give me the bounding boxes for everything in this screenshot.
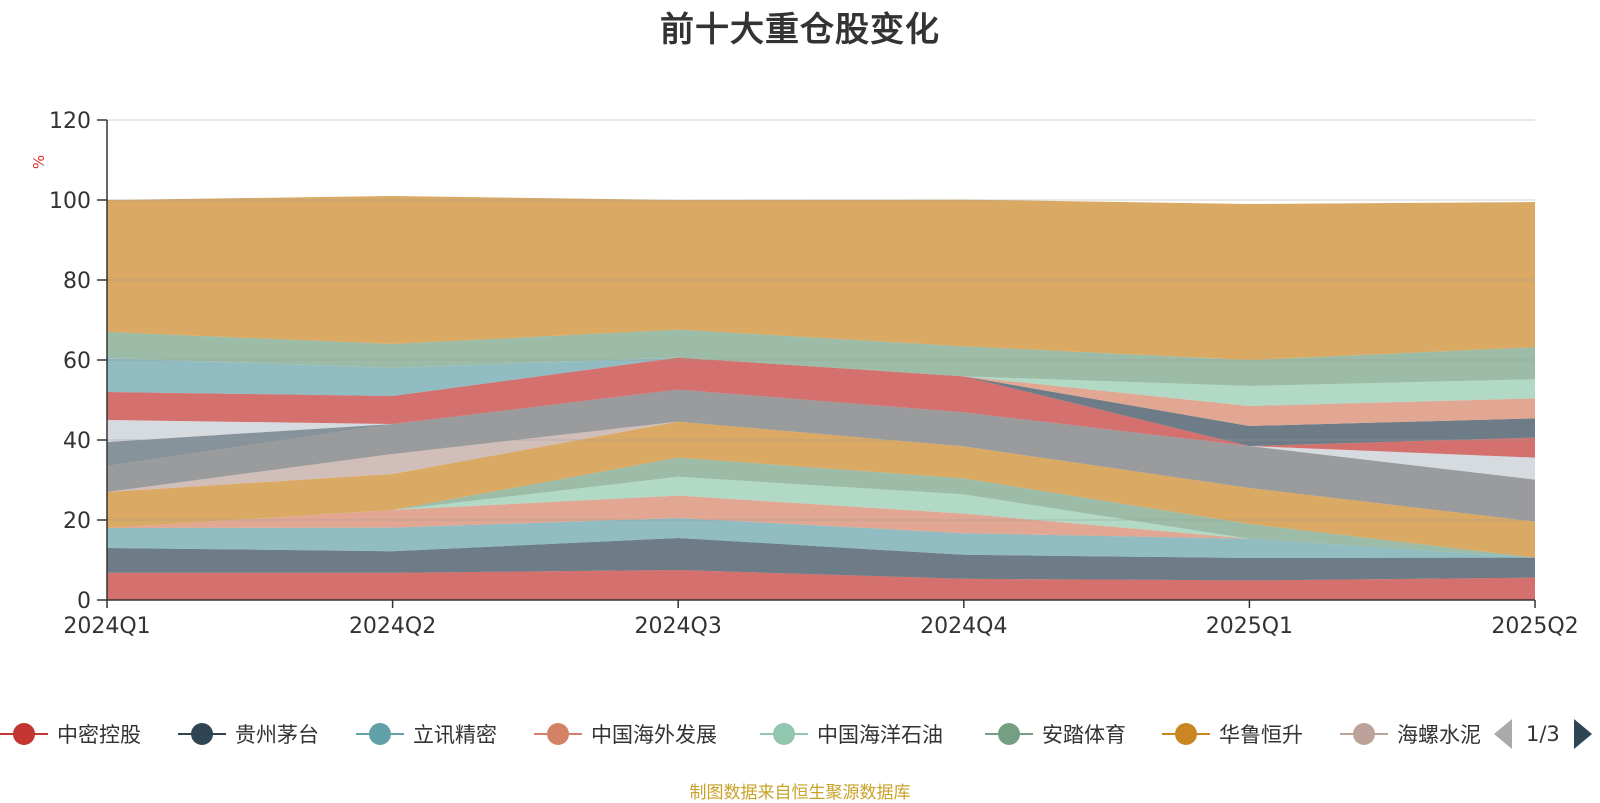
legend-marker-icon — [356, 712, 404, 756]
legend-item[interactable]: 贵州茅台 — [178, 712, 319, 756]
legend-marker-icon — [0, 712, 48, 756]
legend-item[interactable]: 立讯精密 — [356, 712, 497, 756]
x-tick-label: 2024Q4 — [920, 614, 1007, 639]
legend-label: 中国海外发展 — [591, 723, 717, 747]
area-series-1[interactable] — [107, 538, 1535, 581]
x-tick-label: 2024Q1 — [63, 614, 150, 639]
y-tick-label: 60 — [63, 349, 91, 374]
y-tick-label: 20 — [63, 509, 91, 534]
area-series-11[interactable] — [107, 357, 1535, 458]
legend-item[interactable]: 中国海洋石油 — [760, 712, 943, 756]
legend-label: 立讯精密 — [413, 723, 497, 747]
y-tick-label: 0 — [77, 589, 91, 614]
y-tick-label: 120 — [49, 109, 91, 134]
legend-item[interactable]: 海螺水泥 — [1340, 712, 1481, 756]
area-series-7[interactable] — [107, 421, 1535, 522]
legend-label: 安踏体育 — [1042, 723, 1126, 747]
legend-marker-icon — [985, 712, 1033, 756]
legend-label: 贵州茅台 — [235, 723, 319, 747]
y-tick-label: 100 — [49, 189, 91, 214]
legend-marker-icon — [760, 712, 808, 756]
triangle-right-icon[interactable] — [1573, 719, 1592, 749]
area-series-14[interactable] — [107, 357, 1535, 426]
y-axis-label: % — [30, 155, 48, 169]
area-series-2[interactable] — [107, 518, 1535, 558]
area-series-13[interactable] — [107, 357, 1535, 446]
legend-page-indicator: 1/3 — [1526, 722, 1560, 746]
area-series-0[interactable] — [107, 570, 1535, 600]
legend: 中密控股 贵州茅台 立讯精密 中国海外发展 中国海洋石油 安踏体育 华鲁恒升 海螺水泥 1/3 — [0, 712, 1600, 756]
area-series-17[interactable] — [107, 196, 1535, 360]
legend-items: 中密控股 贵州茅台 立讯精密 中国海外发展 中国海洋石油 安踏体育 华鲁恒升 海螺水泥 — [0, 712, 1482, 756]
legend-marker-icon — [1162, 712, 1210, 756]
y-tick-label: 80 — [63, 269, 91, 294]
legend-item[interactable]: 中密控股 — [0, 712, 141, 756]
legend-label: 海螺水泥 — [1397, 723, 1481, 747]
chart-title: 前十大重仓股变化 — [660, 10, 940, 50]
legend-pager: 1/3 — [1494, 712, 1592, 756]
x-tick-label: 2025Q2 — [1491, 614, 1578, 639]
triangle-left-icon[interactable] — [1494, 719, 1512, 749]
area-series-6[interactable] — [107, 421, 1535, 558]
legend-item[interactable]: 安踏体育 — [985, 712, 1126, 756]
legend-label: 中密控股 — [57, 723, 141, 747]
x-tick-label: 2024Q2 — [349, 614, 436, 639]
x-tick-label: 2024Q3 — [635, 614, 722, 639]
area-series-8[interactable] — [107, 389, 1535, 522]
grid-layer — [107, 119, 1535, 521]
area-series-12[interactable] — [107, 357, 1535, 446]
legend-label: 华鲁恒升 — [1219, 723, 1303, 747]
areas-layer — [107, 196, 1535, 600]
x-tick-label: 2025Q1 — [1206, 614, 1293, 639]
legend-label: 中国海洋石油 — [817, 723, 943, 747]
legend-marker-icon — [178, 712, 226, 756]
area-series-3[interactable] — [107, 495, 1535, 558]
legend-item[interactable]: 中国海外发展 — [534, 712, 717, 756]
axes-layer: 0 20 40 60 80 100 120 2024Q1 2024Q2 2024Q3 2024Q4 2… — [30, 109, 1579, 639]
legend-item[interactable]: 华鲁恒升 — [1162, 712, 1303, 756]
legend-marker-icon — [1340, 712, 1388, 756]
area-series-15[interactable] — [107, 357, 1535, 406]
area-series-16[interactable] — [107, 329, 1535, 386]
area-series-5[interactable] — [107, 457, 1535, 558]
area-series-4[interactable] — [107, 476, 1535, 558]
legend-marker-icon — [534, 712, 582, 756]
source-note: 制图数据来自恒生聚源数据库 — [689, 783, 911, 803]
y-tick-label: 40 — [63, 429, 91, 454]
